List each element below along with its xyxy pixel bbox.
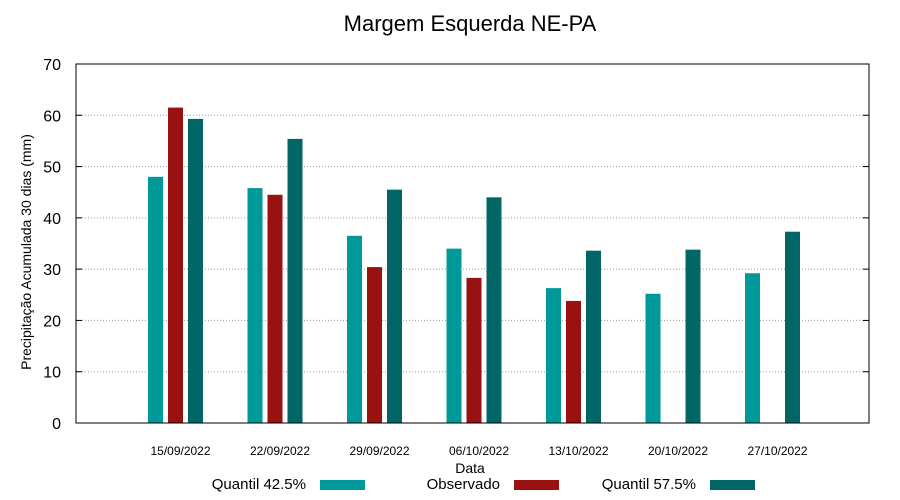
bar-quantil-42-5--5: [645, 293, 661, 423]
bar-observado-1: [267, 194, 283, 423]
legend-swatch: [710, 480, 755, 490]
legend: Quantil 42.5% Observado Quantil 57.5%: [212, 476, 755, 493]
y-tick-label: 70: [43, 57, 61, 74]
bars: [148, 107, 800, 423]
bar-quantil-42-5--6: [745, 273, 760, 423]
legend-swatch: [320, 480, 365, 490]
y-tick-label: 50: [43, 160, 61, 177]
x-tick-label: 27/10/2022: [747, 444, 807, 458]
plot-area-border: [75, 63, 870, 424]
bar-quantil-42-5--1: [247, 188, 263, 423]
y-tick-label: 0: [52, 416, 61, 433]
gridlines: [76, 114, 869, 373]
legend-label: Quantil 57.5%: [602, 476, 696, 493]
legend-swatch: [514, 480, 559, 490]
bar-quantil-57-5--3: [486, 197, 502, 423]
x-tick-label: 15/09/2022: [150, 444, 210, 458]
bar-observado-4: [566, 300, 581, 423]
chart-title: Margem Esquerda NE-PA: [344, 11, 597, 36]
y-axis-ticks: 0 10 20 30 40 50 60 70: [43, 57, 869, 433]
bar-quantil-57-5--4: [586, 250, 601, 423]
bar-quantil-57-5--0: [188, 118, 203, 423]
y-tick-label: 10: [43, 365, 61, 382]
x-tick-label: 22/09/2022: [250, 444, 310, 458]
bar-observado-0: [168, 107, 183, 423]
bar-observado-2: [367, 267, 382, 423]
x-tick-label: 20/10/2022: [648, 444, 708, 458]
y-tick-label: 20: [43, 313, 61, 330]
bar-quantil-42-5--0: [148, 176, 163, 423]
legend-label: Quantil 42.5%: [212, 476, 306, 493]
bar-quantil-42-5--2: [347, 235, 362, 423]
bar-quantil-57-5--5: [685, 249, 701, 423]
x-tick-label: 29/09/2022: [349, 444, 409, 458]
y-tick-label: 40: [43, 211, 61, 228]
y-tick-label: 60: [43, 108, 61, 125]
x-tick-label: 06/10/2022: [449, 444, 509, 458]
legend-label: Observado: [427, 476, 500, 493]
x-axis-ticks: 15/09/2022 22/09/2022 29/09/2022 06/10/2022…: [150, 444, 807, 458]
bar-quantil-42-5--4: [546, 288, 561, 423]
y-tick-label: 30: [43, 262, 61, 279]
bar-observado-3: [466, 277, 482, 423]
bar-quantil-42-5--3: [446, 248, 462, 423]
x-axis-label: Data: [455, 460, 485, 476]
x-tick-label: 13/10/2022: [548, 444, 608, 458]
bar-quantil-57-5--2: [387, 189, 402, 423]
y-axis-label: Precipitação Acumulada 30 dias (mm): [18, 134, 34, 370]
bar-quantil-57-5--6: [785, 231, 800, 423]
bar-quantil-57-5--1: [287, 138, 303, 423]
